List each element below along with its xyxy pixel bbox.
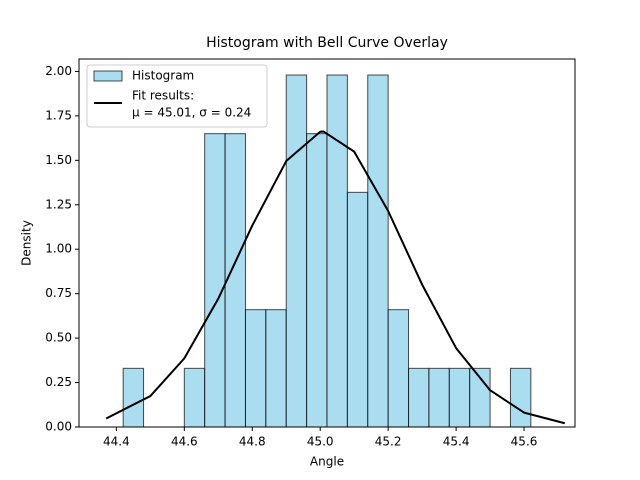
x-axis-label: Angle [310,455,344,469]
fit-curve [105,130,566,425]
legend-label: Fit results: [132,89,194,103]
y-tick-label: 0.50 [45,331,72,345]
y-tick-label: 0.75 [45,286,72,300]
y-axis-label: Density [20,220,34,266]
y-tick-label: 1.00 [45,242,72,256]
bar [326,74,348,428]
x-tick-label: 45.4 [443,435,470,449]
y-tick-label: 2.00 [45,64,72,78]
bar [285,74,308,428]
bar [387,309,410,428]
bar [448,367,471,428]
bar [428,367,450,428]
y-tick-label: 1.75 [45,108,72,122]
x-tick-label: 45.6 [511,435,538,449]
bar [204,133,226,428]
bar [122,367,145,428]
y-tick-label: 1.25 [45,197,72,211]
bar [306,133,328,428]
legend-label: μ = 45.01, σ = 0.24 [132,106,251,120]
y-tick-label: 1.50 [45,153,72,167]
bar [346,191,369,428]
bar [408,367,430,428]
x-tick-label: 45.0 [307,435,334,449]
x-tick-label: 44.8 [239,435,266,449]
bar [265,309,287,428]
x-tick-label: 44.4 [103,435,130,449]
chart-title: Histogram with Bell Curve Overlay [206,35,448,51]
y-tick-label: 0.00 [45,420,72,434]
legend-label: Histogram [132,69,194,83]
bar [224,133,246,428]
x-tick-label: 44.6 [171,435,198,449]
y-tick-label: 0.25 [45,375,72,389]
bar [367,74,389,428]
plot-frame [78,58,576,428]
bar [244,309,267,428]
x-tick-label: 45.2 [375,435,402,449]
bar [183,367,206,428]
legend-box [86,64,268,128]
legend-swatch [93,70,123,82]
bar [509,367,532,428]
